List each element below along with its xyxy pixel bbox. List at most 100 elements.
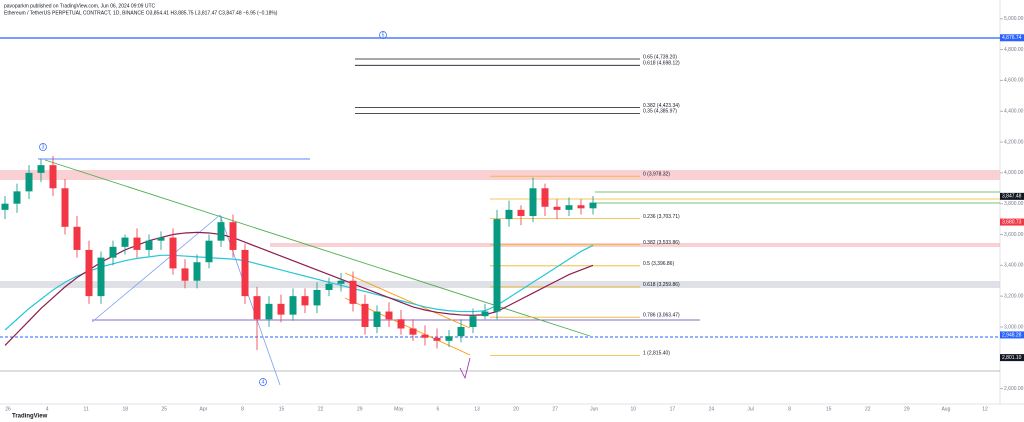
wave-label: 3 <box>42 144 45 150</box>
candle-body <box>157 237 165 241</box>
price-badge-label: 2,948.28 <box>1002 332 1022 338</box>
candle-body <box>421 334 429 338</box>
wave-marker <box>259 378 267 386</box>
candle-body <box>61 188 69 227</box>
x-tick-label: Jul <box>747 406 753 412</box>
x-tick-label: 22 <box>865 406 871 412</box>
candle-body <box>277 303 285 315</box>
price-badge <box>1000 218 1024 226</box>
y-tick-label: 4,800.00 <box>1004 47 1024 53</box>
candle-body <box>361 303 369 327</box>
candle-body <box>133 237 141 250</box>
y-tick-label: 4,400.00 <box>1004 109 1024 115</box>
price-badge <box>1000 34 1024 42</box>
candle-body <box>109 246 117 258</box>
candle-body <box>325 283 333 290</box>
x-tick-label: Aug <box>941 406 950 412</box>
candle-body <box>589 202 597 209</box>
x-tick-label: 25 <box>162 406 168 412</box>
publisher: pavoparkm published on TradingView.com, … <box>4 3 156 9</box>
wave-label: 4 <box>262 379 265 385</box>
y-tick-label: 3,800.00 <box>1004 201 1024 207</box>
logo: TradingView <box>12 414 48 420</box>
candle-body <box>265 303 273 320</box>
fib-label: 0.618 (3,259.86) <box>643 282 680 288</box>
wave-label: 5 <box>382 32 385 38</box>
y-tick-label: 4,000.00 <box>1004 170 1024 176</box>
fib-label: 0 (3,978.32) <box>643 172 670 178</box>
candle-body <box>409 328 417 335</box>
candle-body <box>217 222 225 241</box>
candle-body <box>73 226 81 250</box>
candle-body <box>193 262 201 281</box>
candle-body <box>97 257 105 297</box>
price-badge-label: 4,876.74 <box>1002 35 1022 41</box>
candle-body <box>457 326 465 337</box>
candle-body <box>301 296 309 306</box>
x-tick-label: 27 <box>552 406 558 412</box>
resistance-zone <box>0 170 1000 180</box>
fib-label: 0.382 (3,533.86) <box>643 240 680 246</box>
candle-body <box>229 222 237 250</box>
x-tick-label: 12 <box>982 406 988 412</box>
x-tick-label: May <box>394 406 404 412</box>
candle-body <box>397 319 405 329</box>
candle-body <box>337 280 345 284</box>
x-tick-label: 11 <box>84 406 89 412</box>
x-tick-label: Jun <box>590 406 598 412</box>
x-tick-label: 6 <box>436 406 439 412</box>
candle-body <box>37 165 45 173</box>
y-tick-label: 3,400.00 <box>1004 263 1024 269</box>
candle-body <box>25 172 33 192</box>
wave-marker <box>379 31 387 39</box>
x-tick-label: Apr <box>200 406 208 412</box>
price-badge-label: 2,801.10 <box>1002 355 1022 361</box>
y-tick-label: 2,600.00 <box>1004 386 1024 392</box>
candle-body <box>517 209 525 217</box>
candle-body <box>169 237 177 269</box>
candle-body <box>121 237 129 247</box>
x-tick-label: 17 <box>670 406 676 412</box>
candle-body <box>481 311 489 317</box>
x-tick-label: 8 <box>788 406 791 412</box>
candle-body <box>205 240 213 263</box>
x-tick-label: 22 <box>318 406 324 412</box>
y-tick-label: 5,000.00 <box>1004 16 1024 22</box>
fib-label: 0.786 (3,063.47) <box>643 313 680 319</box>
wave-marker <box>39 143 47 151</box>
x-tick-label: 15 <box>279 406 285 412</box>
fib-label: 0.236 (3,703.71) <box>643 214 680 220</box>
fib-label: 1 (2,815.40) <box>643 351 670 357</box>
x-tick-label: 15 <box>826 406 832 412</box>
candle-body <box>313 289 321 306</box>
candle-body <box>1 203 9 210</box>
candle-body <box>289 296 297 315</box>
candle-body <box>469 316 477 327</box>
candle-body <box>577 205 585 209</box>
price-badge <box>1000 192 1024 200</box>
x-tick-label: 8 <box>241 406 244 412</box>
fib-label: 0.618 (4,698.12) <box>643 61 680 67</box>
candle-body <box>145 240 153 250</box>
candle-body <box>85 249 93 297</box>
x-tick-label: 10 <box>630 406 636 412</box>
price-badge <box>1000 331 1024 339</box>
y-tick-label: 3,600.00 <box>1004 232 1024 238</box>
candle-body <box>385 311 393 320</box>
y-tick-label: 4,200.00 <box>1004 139 1024 145</box>
candle-body <box>49 165 57 189</box>
candle-body <box>529 188 537 217</box>
x-tick-label: 29 <box>357 406 363 412</box>
x-tick-label: 26 <box>5 406 11 412</box>
price-badge-label: 3,847.48 <box>1002 194 1022 200</box>
fib-label: 0.5 (3,396.86) <box>643 261 674 267</box>
fib-label: 0.35 (4,385.97) <box>643 109 677 115</box>
x-tick-label: 20 <box>513 406 519 412</box>
price-badge <box>1000 354 1024 362</box>
candle-body <box>541 188 549 207</box>
candle-body <box>253 296 261 320</box>
arrow <box>459 357 471 380</box>
x-tick-label: 4 <box>46 406 49 412</box>
price-badge-label: 3,680.73 <box>1002 219 1022 225</box>
